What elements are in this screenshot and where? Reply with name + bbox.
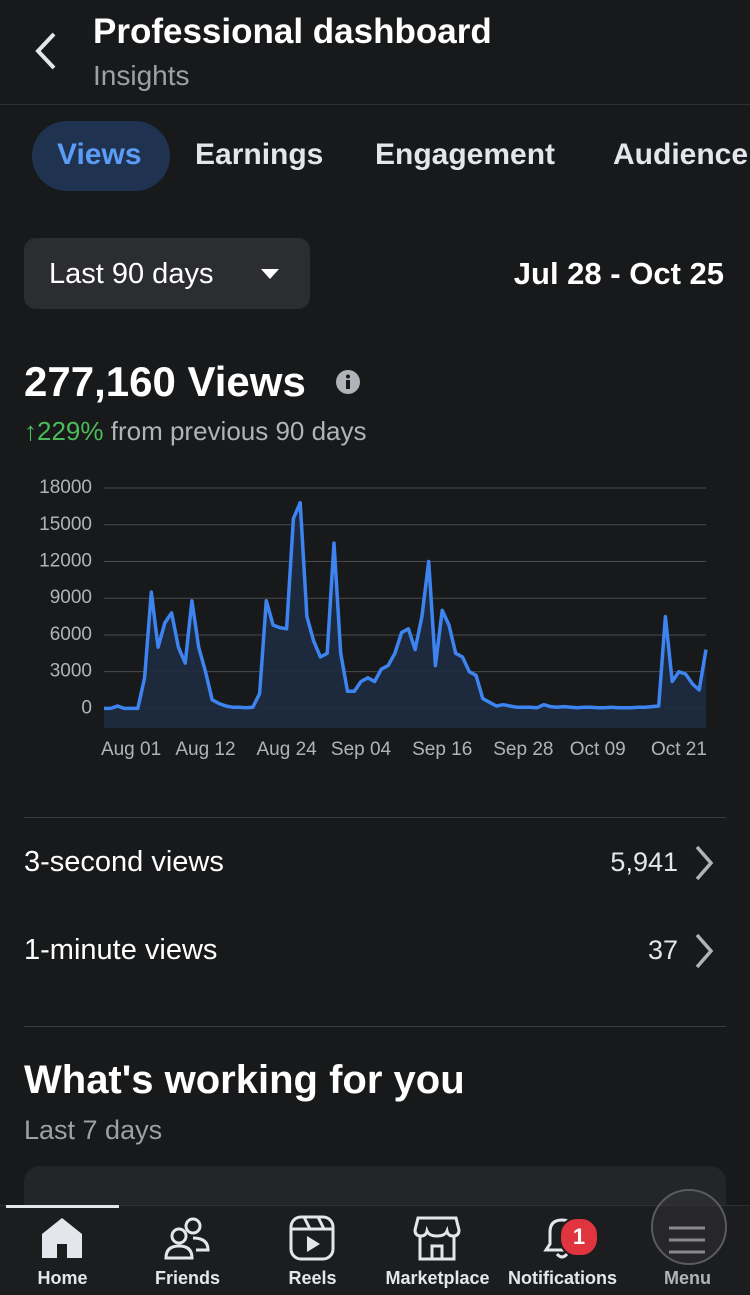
nav-label: Menu [664, 1268, 711, 1288]
change-note: from previous 90 days [110, 416, 367, 446]
scroll-button[interactable] [651, 1189, 727, 1265]
back-button[interactable] [30, 30, 60, 72]
y-tick-label: 18000 [39, 477, 92, 498]
x-tick-label: Sep 04 [331, 739, 392, 760]
friends-icon [164, 1217, 210, 1260]
area [104, 502, 706, 728]
nav-label: Friends [154, 1268, 220, 1288]
header-title: Professional dashboard [93, 12, 492, 51]
y-tick-label: 6000 [50, 624, 92, 645]
x-tick-label: Aug 24 [257, 739, 318, 760]
y-tick-label: 0 [81, 697, 92, 718]
metric-value: 37 [647, 935, 678, 965]
chevron[interactable] [692, 844, 716, 882]
total-views: 277,160 Views [24, 358, 306, 405]
x-tick-label: Oct 09 [570, 739, 626, 760]
nav-item[interactable]: Reels [250, 1206, 375, 1294]
nav-item[interactable]: Notifications 1 [500, 1206, 625, 1294]
x-tick-label: Sep 16 [412, 739, 472, 760]
nav-label: Reels [288, 1268, 337, 1288]
section-subtitle: Last 7 days [24, 1115, 163, 1145]
metric-label[interactable]: 3-second views [24, 846, 224, 878]
active-indicator [6, 1205, 119, 1208]
date-range: Jul 28 - Oct 25 [513, 256, 724, 291]
divider [0, 104, 750, 105]
metric-value: 5,941 [610, 847, 678, 877]
tab-active-bg [32, 121, 170, 191]
home-icon [42, 1218, 82, 1258]
range-label: Last 90 days [49, 258, 214, 290]
tab[interactable]: Views [57, 138, 142, 171]
views-chart: 0 3000 6000 9000 12000 15000 18000 Aug 01 Aug 12… [39, 477, 708, 760]
x-tick-label: Aug 12 [175, 739, 235, 760]
bottom-nav [0, 1205, 750, 1295]
nav-item[interactable]: Friends [125, 1206, 250, 1294]
y-tick-label: 12000 [39, 550, 92, 571]
x-tick-label: Aug 01 [101, 739, 161, 760]
y-tick-label: 9000 [50, 587, 92, 608]
nav-item[interactable]: Marketplace [375, 1206, 500, 1294]
marketplace-icon [413, 1216, 461, 1261]
change-line: ↑229% from previous 90 days [24, 416, 367, 447]
reels-icon [289, 1215, 335, 1261]
line [104, 500, 708, 711]
dropdown-caret [261, 269, 279, 279]
tab[interactable]: Audience [613, 138, 749, 171]
nav-item[interactable]: Home [0, 1206, 125, 1294]
tab[interactable]: Engagement [375, 138, 556, 171]
nav-label: Marketplace [385, 1268, 490, 1288]
y-tick-label: 15000 [39, 514, 92, 535]
nav-label: Home [37, 1268, 88, 1288]
divider [24, 1026, 726, 1027]
range-dropdown[interactable]: Last 90 days [24, 238, 310, 309]
nav-item[interactable]: Menu [625, 1189, 750, 1294]
x-tick-label: Sep 28 [493, 739, 553, 760]
chevron[interactable] [692, 932, 716, 970]
metric-label[interactable]: 1-minute views [24, 934, 218, 966]
header-subtitle: Insights [93, 60, 190, 91]
nav-label: Notifications [507, 1268, 617, 1288]
tab[interactable]: Earnings [195, 138, 324, 171]
info-icon[interactable] [335, 369, 361, 395]
divider [24, 817, 726, 818]
notification-badge: 1 [559, 1217, 599, 1257]
change-value: ↑229% [24, 416, 104, 446]
y-tick-label: 3000 [50, 661, 92, 682]
section-title: What's working for you [24, 1058, 465, 1102]
x-tick-label: Oct 21 [651, 739, 707, 760]
